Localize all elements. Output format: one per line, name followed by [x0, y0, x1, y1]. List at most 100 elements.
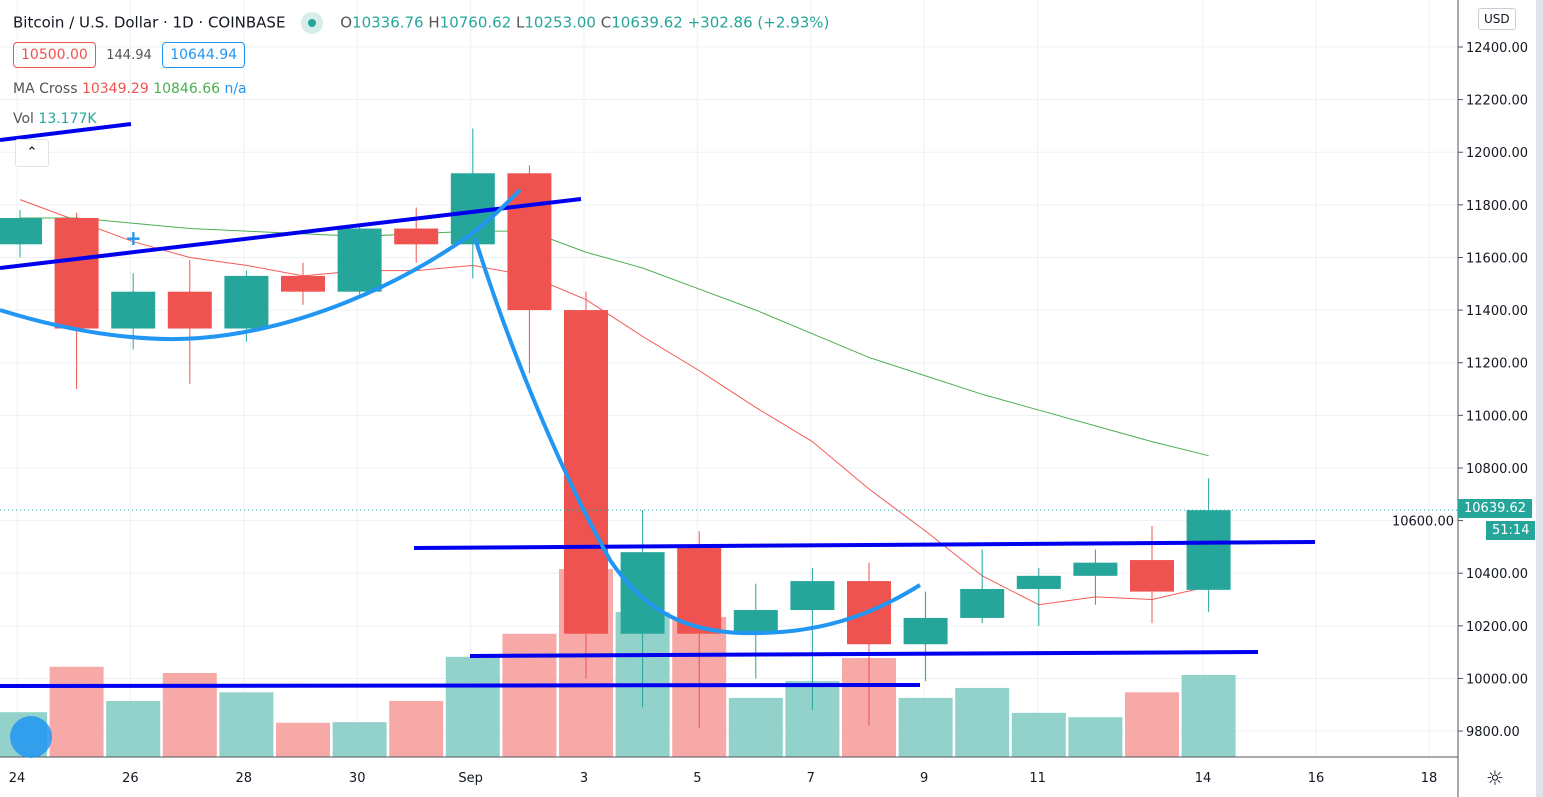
price-tick-label: 10000.00 — [1466, 672, 1528, 687]
market-status-icon — [301, 12, 324, 34]
price-tick-label: 12200.00 — [1466, 94, 1528, 109]
price-tick-label: 10200.00 — [1466, 620, 1528, 635]
volume-legend[interactable]: Vol 13.177K — [13, 111, 97, 127]
candle-body — [1186, 510, 1231, 590]
volume-bar — [219, 692, 274, 757]
price-tick-label: 11400.00 — [1466, 304, 1528, 319]
ma-cross-label: MA Cross — [13, 81, 78, 97]
settings-gear-icon[interactable]: ☼ — [1486, 766, 1504, 790]
time-tick-label: 14 — [1195, 771, 1212, 786]
price-tick-label: 10800.00 — [1466, 462, 1528, 477]
collapse-legend-button[interactable]: ⌃ — [15, 139, 49, 167]
volume-bar — [502, 633, 557, 757]
price-tick-label: 10600.00 — [1392, 515, 1454, 530]
time-tick-label: 16 — [1308, 771, 1325, 786]
candle-body — [564, 310, 608, 634]
time-tick-label: 5 — [693, 771, 701, 786]
price-tick-label: 9800.00 — [1466, 725, 1520, 740]
ma-fast-value: 10349.29 — [81, 81, 149, 97]
volume-bar — [445, 656, 500, 757]
trend-line — [0, 683, 921, 688]
candle-body — [677, 546, 722, 634]
high-value: 10760.62 — [439, 13, 512, 32]
time-tick-label: 18 — [1421, 771, 1438, 786]
price-tick-label: 11000.00 — [1466, 409, 1528, 424]
candle-body — [281, 275, 325, 292]
time-tick-label: 7 — [807, 771, 815, 786]
volume-bar — [898, 697, 953, 757]
candle-body — [111, 291, 156, 329]
open-value: 10336.76 — [352, 13, 424, 32]
crosshair-icon: + — [125, 226, 142, 250]
time-tick-label: Sep — [458, 771, 483, 786]
buy-button[interactable]: 10644.94 — [162, 42, 246, 68]
price-tick-label: 10400.00 — [1466, 567, 1528, 582]
candle-body — [960, 588, 1005, 618]
time-tick-label: 3 — [580, 771, 588, 786]
time-tick-label: 26 — [122, 771, 139, 786]
close-label: C — [600, 13, 612, 32]
price-tick-label: 12400.00 — [1466, 41, 1528, 56]
time-tick-label: 9 — [920, 771, 928, 786]
sell-button[interactable]: 10500.00 — [13, 42, 96, 68]
scrollbar — [1536, 0, 1543, 797]
price-axis — [1458, 0, 1543, 797]
last-price-label: 10639.62 — [1458, 499, 1533, 518]
ma-cross-legend[interactable]: MA Cross 10349.29 10846.66 n/a — [13, 81, 247, 97]
high-label: H — [428, 13, 440, 32]
volume-bar — [49, 666, 104, 757]
candle-body — [1073, 562, 1118, 576]
volume-bar — [332, 722, 387, 757]
price-tick-label: 12000.00 — [1466, 146, 1528, 161]
volume-bar — [389, 700, 444, 757]
price-tick-label: 11600.00 — [1466, 251, 1528, 266]
candle-body — [394, 228, 439, 245]
low-label: L — [516, 13, 525, 32]
trend-line — [413, 540, 1316, 550]
candle-body — [733, 610, 778, 634]
volume-bar — [1011, 712, 1066, 757]
candle-body — [0, 218, 42, 245]
price-tick-label: 11200.00 — [1466, 357, 1528, 372]
low-value: 10253.00 — [524, 13, 596, 32]
candle-body — [1130, 560, 1174, 592]
candle-body — [790, 581, 835, 611]
candle-body — [1016, 575, 1061, 589]
volume-bar — [955, 687, 1010, 757]
volume-bar — [276, 722, 330, 757]
change-value: +302.86 (+2.93%) — [687, 13, 830, 32]
trade-panel: 10500.00 144.94 10644.94 — [13, 42, 246, 68]
ma-slow-value: 10846.66 — [153, 81, 221, 97]
candle-body — [224, 275, 269, 329]
ma-fast-line — [19, 199, 1209, 606]
ma-cross-value: n/a — [224, 81, 247, 97]
time-tick-label: 11 — [1029, 771, 1046, 786]
currency-button[interactable]: USD — [1478, 8, 1516, 30]
volume-bar — [728, 697, 783, 757]
close-value: 10639.62 — [611, 13, 683, 32]
volume-bar — [1068, 717, 1123, 757]
tradingview-logo[interactable] — [10, 716, 52, 758]
spread-value: 144.94 — [106, 48, 152, 63]
symbol-title[interactable]: Bitcoin / U.S. Dollar · 1D · COINBASE — [13, 13, 286, 32]
candle-body — [620, 552, 665, 634]
time-tick-label: 28 — [236, 771, 253, 786]
arc-drawing — [473, 237, 922, 636]
candle-body — [54, 218, 99, 329]
candle-body — [167, 291, 212, 329]
symbol-legend: Bitcoin / U.S. Dollar · 1D · COINBASE O1… — [13, 12, 829, 34]
volume-value: 13.177K — [38, 111, 97, 127]
trend-line — [0, 197, 582, 270]
volume-bar — [1125, 692, 1179, 757]
time-tick-label: 30 — [349, 771, 366, 786]
candle-body — [903, 617, 948, 645]
time-tick-label: 24 — [9, 771, 26, 786]
volume-bar — [106, 700, 161, 757]
volume-label: Vol — [13, 111, 34, 127]
countdown-label: 51:14 — [1486, 521, 1536, 540]
trend-line — [469, 650, 1259, 658]
volume-bar — [1181, 675, 1236, 757]
ma-slow-line — [20, 217, 1209, 457]
open-label: O — [340, 13, 353, 32]
